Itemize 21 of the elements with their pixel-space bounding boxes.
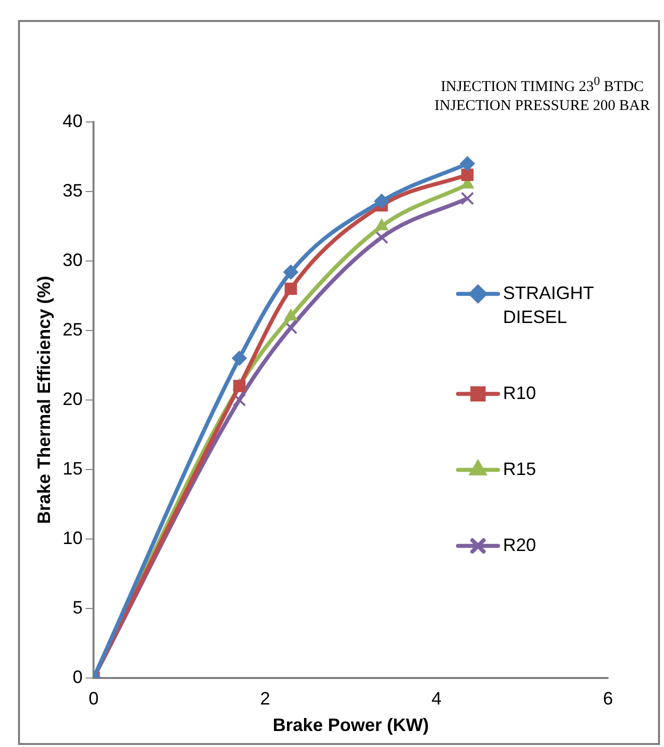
x-tick-label: 4: [432, 688, 442, 709]
x-axis-title: Brake Power (KW): [272, 715, 429, 736]
y-axis-title: Brake Thermal Efficiency (%): [34, 276, 54, 524]
y-tick-label: 0: [72, 666, 83, 687]
text: INJECTION PRESSURE 200 BAR: [434, 97, 650, 116]
y-tick-label: 20: [62, 388, 83, 409]
text: INJECTION TIMING 23$^{0}$ BTDC: [440, 73, 645, 97]
legend-label: R10: [503, 382, 536, 403]
y-tick-label: 25: [62, 319, 83, 340]
y-tick-label: 5: [72, 597, 83, 618]
legend-label: R20: [503, 534, 536, 555]
legend-label: STRAIGHT DIESEL: [503, 282, 594, 327]
y-tick-label: 30: [62, 250, 83, 270]
x-tick-label: 2: [260, 688, 270, 709]
y-tick-label: 40: [62, 110, 83, 131]
y-tick-label: 10: [62, 528, 83, 548]
legend-label: R15: [503, 458, 536, 479]
y-tick-label: 35: [62, 180, 83, 200]
y-tick-label: 15: [62, 458, 83, 478]
x-tick-label: 6: [602, 688, 614, 709]
x-tick-label: 0: [88, 688, 99, 709]
